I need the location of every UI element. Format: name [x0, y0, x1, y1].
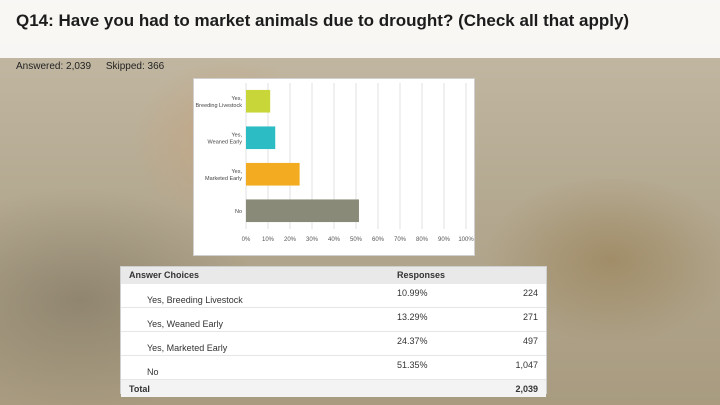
- x-tick-label: 50%: [350, 237, 363, 243]
- bar-chart: 0% 10% 20% 30% 40% 50% 60% 70% 80% 90% 100%Yes,Bre…: [196, 83, 474, 243]
- category-label: Marketed Early: [205, 176, 242, 182]
- table-row: Yes, Weaned Early 13.29% 271: [121, 308, 546, 332]
- category-label: Breeding Livestock: [196, 103, 243, 109]
- table-header: Answer Choices Responses: [121, 267, 546, 284]
- total-value: 2,039: [515, 384, 538, 394]
- x-tick-label: 100%: [458, 237, 474, 243]
- bar: [246, 126, 276, 150]
- category-label: Yes,: [231, 96, 242, 102]
- row-percent: 10.99%: [397, 288, 428, 298]
- row-percent: 24.37%: [397, 336, 428, 346]
- header-answer-choices: Answer Choices: [129, 270, 200, 280]
- row-choice: Yes, Marketed Early: [147, 343, 228, 353]
- bar-chart-card: 0% 10% 20% 30% 40% 50% 60% 70% 80% 90% 100% Yes, Bre…: [193, 78, 475, 256]
- x-tick-label: 10%: [262, 237, 275, 243]
- table-row: Yes, Marketed Early 24.37% 497: [121, 332, 546, 356]
- category-label: Yes,: [231, 169, 242, 175]
- table-total-row: Total 2,039: [121, 380, 546, 397]
- x-tick-label: 0%: [242, 237, 251, 243]
- category-label: Yes,: [231, 132, 242, 138]
- response-stats: Answered: 2,039 Skipped: 366: [16, 61, 176, 72]
- x-tick-label: 80%: [416, 237, 429, 243]
- table-row: No 51.35% 1,047: [121, 356, 546, 380]
- header-responses: Responses: [397, 270, 446, 280]
- bar: [246, 199, 359, 223]
- table-row: Yes, Breeding Livestock 10.99% 224: [121, 284, 546, 308]
- row-percent: 51.35%: [397, 360, 428, 370]
- x-tick-label: 90%: [438, 237, 451, 243]
- bar: [246, 162, 300, 186]
- x-tick-label: 70%: [394, 237, 407, 243]
- bar: [246, 89, 271, 113]
- row-choice: Yes, Breeding Livestock: [147, 295, 243, 305]
- x-tick-label: 60%: [372, 237, 385, 243]
- answered-count: Answered: 2,039: [16, 61, 92, 72]
- responses-table: Answer Choices Responses Yes, Breeding L…: [120, 266, 547, 397]
- row-choice: Yes, Weaned Early: [147, 319, 224, 329]
- row-percent: 13.29%: [397, 312, 428, 322]
- header-band: [0, 0, 720, 58]
- row-count: 1,047: [515, 360, 538, 370]
- row-choice: No: [147, 367, 159, 377]
- slide-title: Q14: Have you had to market animals due …: [16, 11, 630, 30]
- category-label: Weaned Early: [208, 139, 243, 145]
- x-tick-label: 30%: [306, 237, 319, 243]
- x-tick-label: 40%: [328, 237, 341, 243]
- x-tick-label: 20%: [284, 237, 297, 243]
- row-count: 271: [522, 312, 538, 322]
- row-count: 224: [522, 288, 538, 298]
- row-count: 497: [522, 336, 538, 346]
- total-label: Total: [129, 384, 150, 394]
- skipped-count: Skipped: 366: [105, 61, 165, 72]
- category-label: No: [235, 209, 242, 215]
